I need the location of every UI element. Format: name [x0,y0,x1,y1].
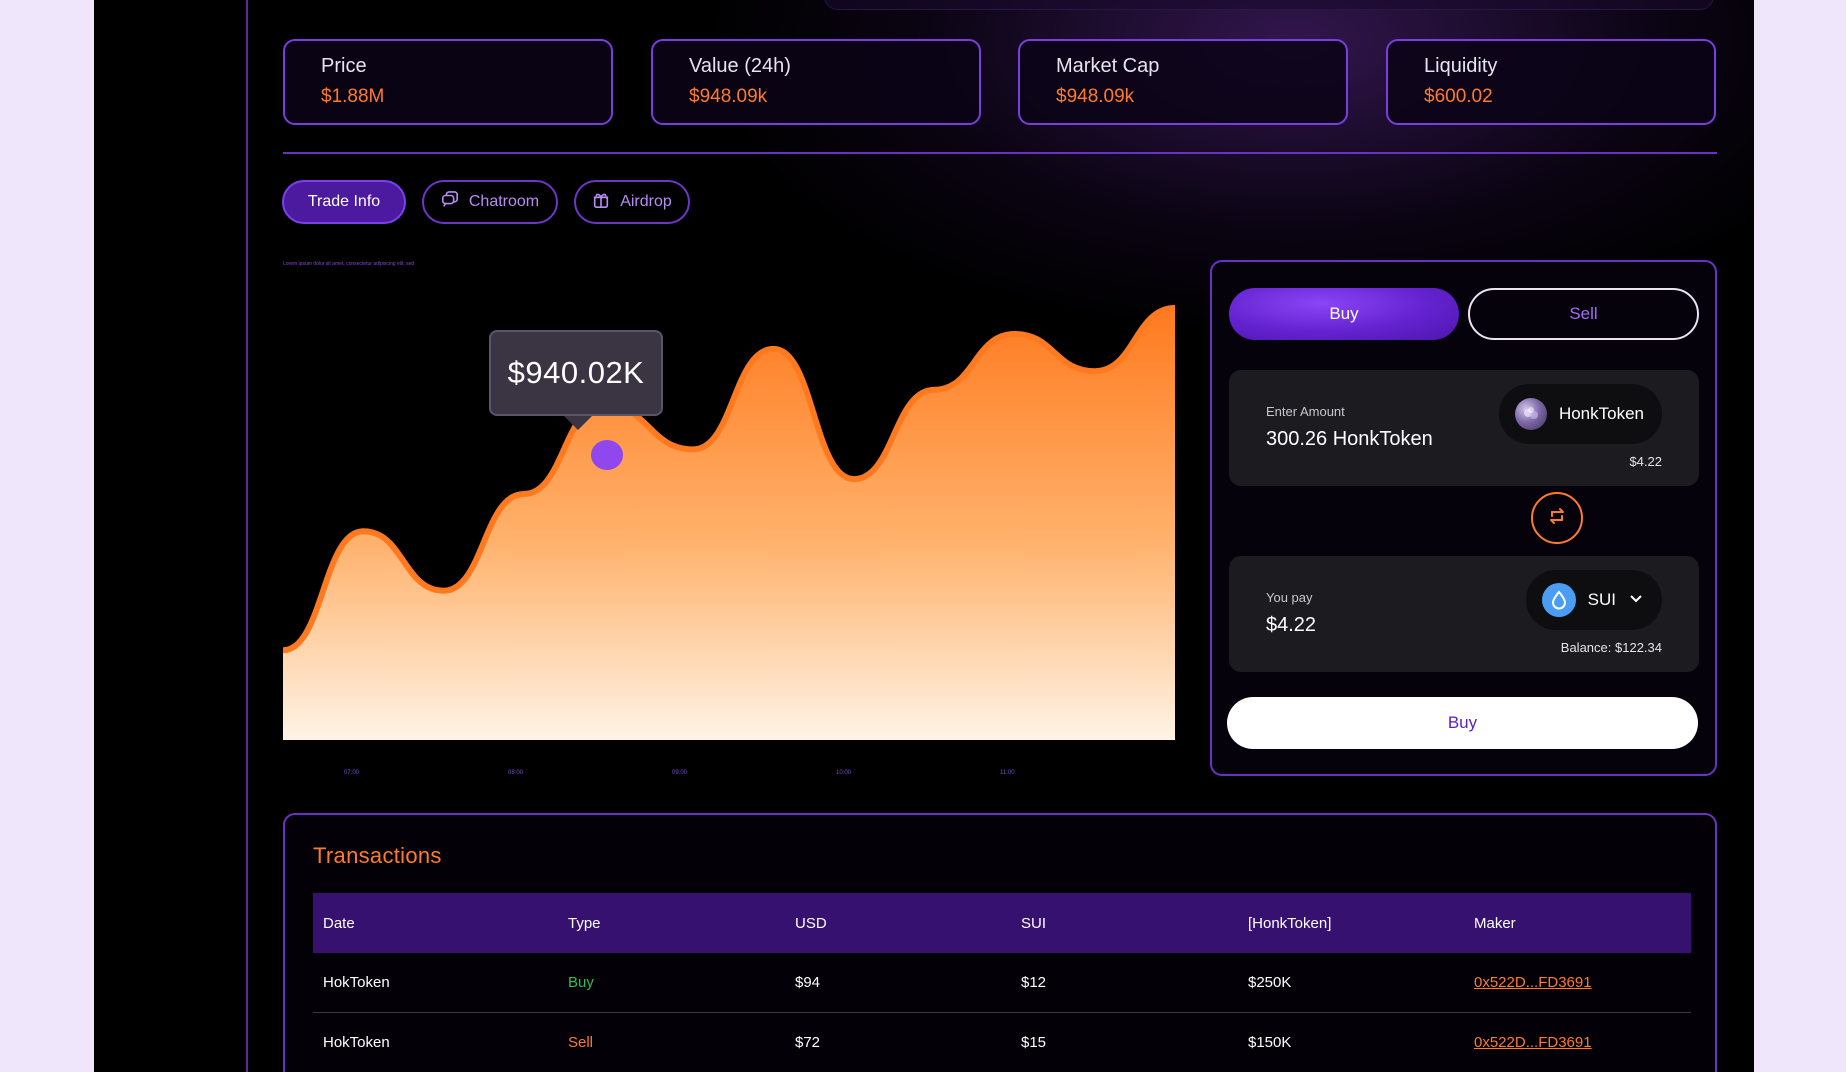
table-header-row: Date Type USD SUI [HonkToken] Maker [313,893,1691,953]
gift-icon [592,191,610,214]
sidebar-divider [246,0,248,1072]
token-selector-honk[interactable]: HonkToken [1498,384,1662,444]
chat-icon [441,190,459,214]
x-tick-label: 08:00 [508,770,524,776]
section-divider [283,152,1717,154]
tab-chatroom[interactable]: Chatroom [422,180,558,224]
token-selector-sui[interactable]: SUI [1525,570,1662,630]
cell-type: Sell [568,1034,594,1051]
column-header-usd[interactable]: USD [795,914,827,932]
x-tick-label: 11:00 [1000,770,1015,776]
tab-label: Airdrop [620,193,672,210]
stat-card-liquidity: Liquidity $600.02 [1386,39,1716,125]
tab-label: Chatroom [468,193,540,210]
stat-label: Market Cap [1056,55,1160,77]
cell-honktoken: $150K [1248,1034,1292,1051]
maker-address-link[interactable]: 0x522D...FD3691 [1474,1034,1592,1051]
transactions-panel: Transactions Date Type USD SUI [HonkToke… [283,813,1717,1072]
stat-card-market-cap: Market Cap $948.09k [1018,39,1348,125]
stat-value: $948.09k [689,86,768,107]
buy-tab-button[interactable]: Buy [1229,288,1459,340]
app-window: Price $1.88M Value (24h) $948.09k Market… [94,0,1754,1072]
cell-sui: $12 [1021,974,1047,991]
cell-usd: $72 [795,1034,821,1051]
tab-trade-info[interactable]: Trade Info [282,180,406,224]
top-header-edge [824,0,1714,10]
tab-airdrop[interactable]: Airdrop [574,180,690,224]
maker-address-link[interactable]: 0x522D...FD3691 [1474,974,1592,991]
x-tick-label: 07:00 [344,770,360,776]
buy-submit-button[interactable]: Buy [1227,697,1698,749]
cell-honktoken: $250K [1248,974,1292,991]
pay-value[interactable]: $4.22 [1266,614,1317,636]
amount-value[interactable]: 300.26 HonkToken [1266,428,1433,450]
cell-usd: $94 [795,974,821,991]
honk-token-avatar [1514,398,1547,430]
cell-type: Buy [568,974,594,991]
chart-tooltip: $940.02K [489,330,663,416]
transactions-title: Transactions [313,843,442,868]
transactions-table: Date Type USD SUI [HonkToken] Maker HokT… [313,893,1691,1072]
token-name: HonkToken [1558,404,1644,423]
balance-value: $122.34 [1615,640,1662,655]
column-header-sui[interactable]: SUI [1021,914,1047,932]
table-row[interactable]: HokToken Buy $94 $12 $250K 0x522D...FD36… [313,953,1691,1013]
stat-value: $948.09k [1056,86,1135,107]
column-header-maker[interactable]: Maker [1474,914,1516,932]
x-tick-label: 09:00 [672,770,688,776]
cell-date: HokToken [323,1034,390,1051]
stat-value: $600.02 [1424,86,1493,107]
balance-text: Balance: $122.34 [1561,640,1662,655]
stat-label: Value (24h) [689,55,791,77]
balance-label: Balance: [1560,640,1612,655]
stat-value: $1.88M [321,86,385,107]
chevron-down-icon[interactable] [1628,590,1644,611]
stat-label: Price [321,55,367,77]
amount-label: Enter Amount [1266,404,1345,419]
chart-marker[interactable] [591,440,623,470]
swap-arrows-icon [1545,504,1569,533]
amount-field[interactable]: Enter Amount 300.26 HonkToken HonkToken … [1229,370,1699,486]
column-header-honktoken[interactable]: [HonkToken] [1248,914,1332,932]
swap-direction-button[interactable] [1531,492,1583,544]
column-header-type[interactable]: Type [568,914,601,932]
column-header-date[interactable]: Date [323,914,355,932]
x-tick-label: 10:00 [836,770,852,776]
tooltip-arrow [564,416,592,430]
stat-card-price: Price $1.88M [283,39,613,125]
token-usd-value: $4.22 [1629,454,1662,469]
pay-token-name: SUI [1587,590,1616,609]
chart-caption: Lorem ipsum dolor sit amet, consectetur … [283,261,415,267]
stat-label: Liquidity [1424,55,1498,77]
swap-panel: Buy Sell Enter Amount 300.26 HonkToken H… [1210,260,1717,776]
sui-icon [1541,583,1576,617]
price-chart [283,268,1175,740]
stat-card-value-24h: Value (24h) $948.09k [651,39,981,125]
tab-label: Trade Info [307,193,381,210]
cell-date: HokToken [323,974,390,991]
cell-sui: $15 [1021,1034,1047,1051]
pay-label: You pay [1266,590,1313,605]
chart-area [283,308,1175,740]
sell-tab-button[interactable]: Sell [1468,288,1699,340]
chart-line [283,305,1175,654]
pay-field[interactable]: You pay $4.22 SUI Balance: $122.34 [1229,556,1699,672]
table-row[interactable]: HokToken Sell $72 $15 $150K 0x522D...FD3… [313,1013,1691,1072]
